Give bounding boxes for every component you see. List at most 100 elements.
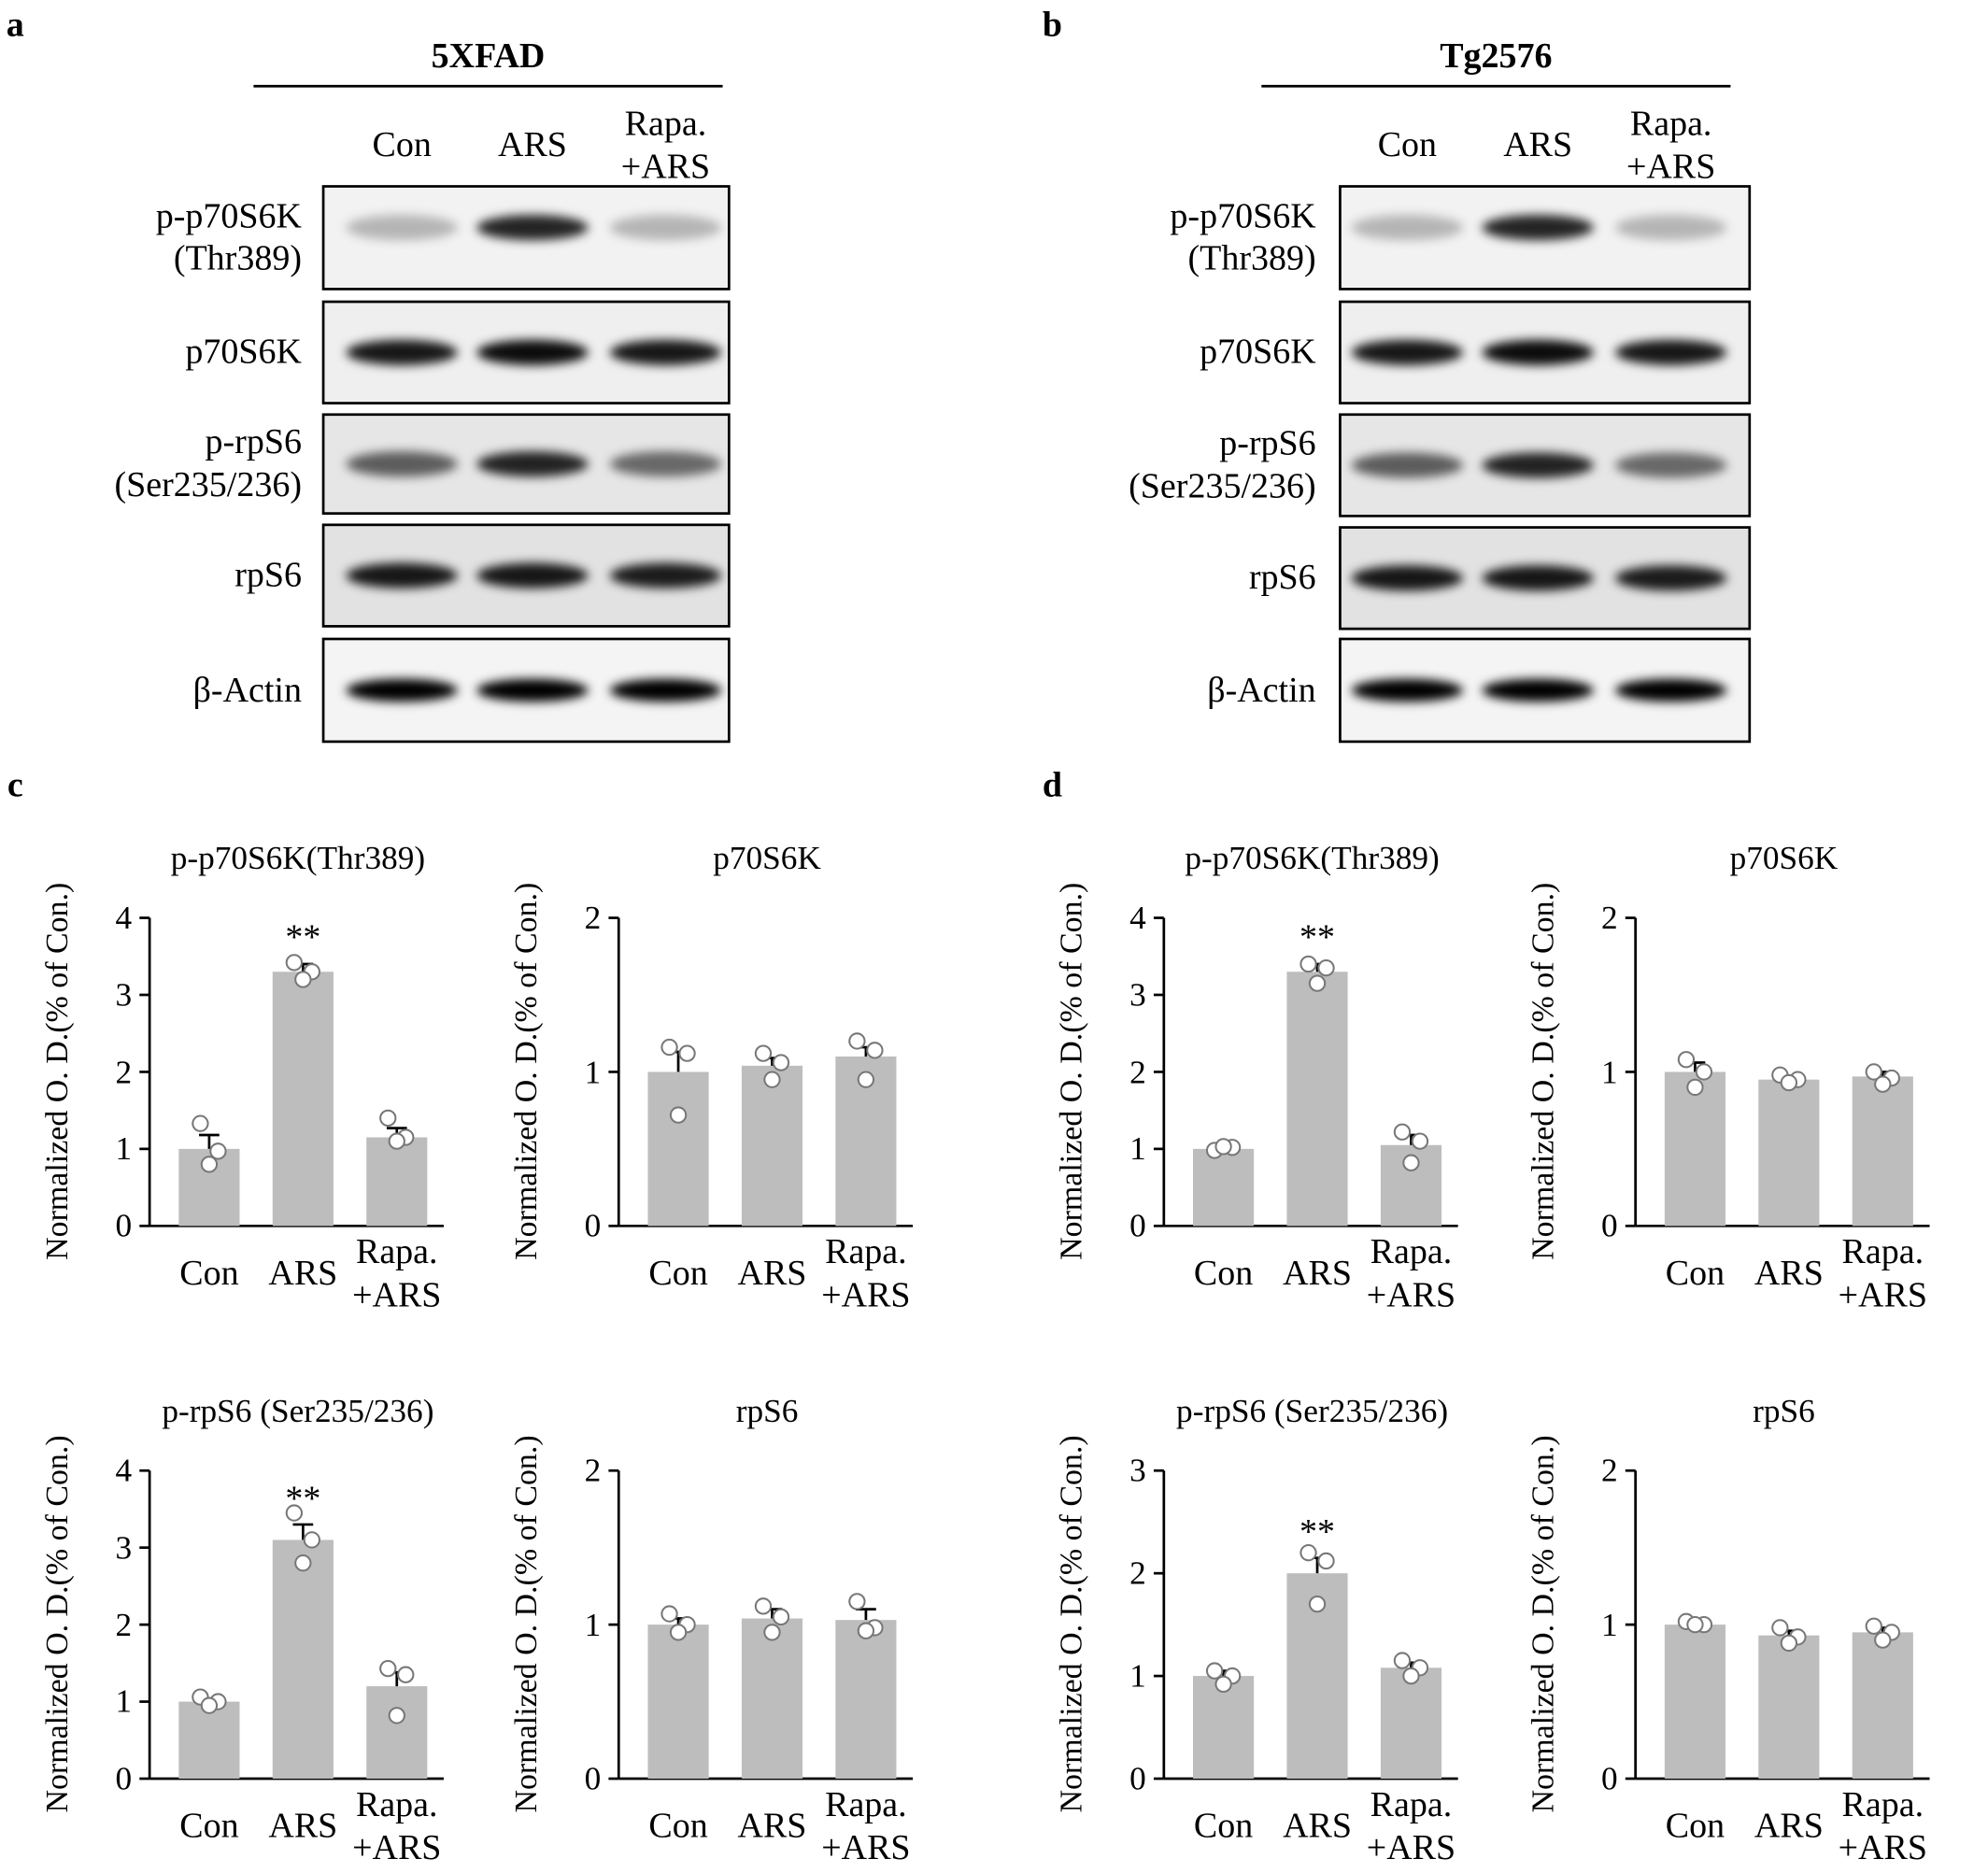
y-tick-label: 0 bbox=[1129, 1760, 1146, 1797]
blot-row-label: rpS6 bbox=[1248, 558, 1316, 598]
data-point bbox=[669, 1624, 688, 1641]
chart-title: p-p70S6K(Thr389) bbox=[170, 839, 426, 877]
blot-band bbox=[1351, 452, 1464, 478]
blot-row-label: β-Actin bbox=[1207, 670, 1316, 710]
data-point bbox=[1695, 1063, 1713, 1081]
data-point bbox=[857, 1071, 875, 1088]
blot-band bbox=[346, 215, 458, 241]
blot-row-label: p-rpS6 (Ser235/236) bbox=[1129, 423, 1316, 506]
data-point bbox=[200, 1696, 219, 1714]
blot-band bbox=[1351, 215, 1464, 241]
y-axis-label: Normalized O. D.(% of Con.) bbox=[1055, 1435, 1089, 1813]
data-point bbox=[192, 1114, 209, 1132]
error-bar bbox=[856, 1608, 876, 1621]
bar bbox=[1193, 1676, 1255, 1780]
blot-band bbox=[1614, 452, 1727, 478]
chart-title: p-p70S6K(Thr389) bbox=[1185, 839, 1440, 877]
data-point bbox=[388, 1132, 405, 1150]
panel-letter: a bbox=[6, 5, 24, 45]
blot-band bbox=[1351, 678, 1464, 702]
data-point bbox=[285, 954, 304, 972]
x-tick-label: Con bbox=[1193, 1807, 1254, 1847]
data-point bbox=[1308, 974, 1327, 992]
data-point bbox=[866, 1042, 884, 1059]
bar bbox=[366, 1137, 428, 1227]
blot-band bbox=[1482, 565, 1594, 591]
data-point bbox=[1686, 1078, 1704, 1097]
y-tick-label: 1 bbox=[115, 1682, 133, 1721]
chart-title: p-rpS6 (Ser235/236) bbox=[1176, 1392, 1449, 1430]
x-tick-label: ARS bbox=[268, 1254, 338, 1294]
blot-band bbox=[1482, 339, 1594, 365]
data-point bbox=[1402, 1667, 1420, 1685]
data-point bbox=[1686, 1615, 1704, 1634]
data-point bbox=[397, 1666, 415, 1683]
bar bbox=[1286, 972, 1348, 1227]
y-tick-label: 1 bbox=[584, 1053, 602, 1090]
data-point bbox=[1317, 958, 1335, 977]
panel-letter: b bbox=[1042, 5, 1062, 45]
blot-band bbox=[1351, 565, 1464, 591]
panel-letter: d bbox=[1042, 765, 1062, 806]
data-point bbox=[294, 1554, 312, 1572]
y-axis-label: Normalized O. D.(% of Con.) bbox=[1526, 882, 1561, 1260]
y-axis-label: Normalized O. D.(% of Con.) bbox=[40, 1435, 76, 1813]
bar bbox=[647, 1071, 709, 1227]
y-tick-label: 0 bbox=[115, 1207, 133, 1244]
data-point bbox=[379, 1659, 397, 1678]
y-tick-label: 2 bbox=[1601, 1452, 1618, 1489]
x-tick-label: Con bbox=[1665, 1254, 1725, 1294]
data-point bbox=[1874, 1631, 1892, 1649]
data-point bbox=[660, 1605, 678, 1623]
bar bbox=[1758, 1079, 1820, 1227]
data-point bbox=[772, 1608, 790, 1626]
bar bbox=[1758, 1635, 1820, 1780]
bar bbox=[1193, 1148, 1255, 1227]
y-tick-label: 2 bbox=[1129, 1053, 1146, 1090]
blot-band bbox=[609, 451, 722, 477]
data-point bbox=[857, 1622, 875, 1639]
data-point bbox=[285, 1504, 304, 1522]
bar bbox=[1380, 1667, 1442, 1780]
data-point bbox=[1317, 1552, 1335, 1570]
x-tick-label: ARS bbox=[268, 1807, 338, 1847]
y-tick-label: 3 bbox=[1129, 976, 1146, 1014]
data-point bbox=[772, 1054, 790, 1071]
data-point bbox=[1780, 1634, 1798, 1653]
chart-title: p-rpS6 (Ser235/236) bbox=[162, 1392, 434, 1430]
data-point bbox=[848, 1593, 866, 1610]
x-tick-label: Rapa. +ARS bbox=[1366, 1785, 1456, 1868]
bar bbox=[272, 1540, 334, 1780]
y-tick-label: 1 bbox=[1129, 1657, 1146, 1695]
data-point bbox=[763, 1071, 781, 1088]
blot-band bbox=[1614, 565, 1727, 591]
data-point bbox=[1780, 1073, 1798, 1092]
x-tick-label: Rapa. +ARS bbox=[821, 1232, 911, 1315]
blot-band bbox=[1614, 678, 1727, 702]
x-tick-label: Rapa. +ARS bbox=[1838, 1232, 1927, 1315]
bar bbox=[1664, 1071, 1726, 1227]
bar bbox=[1664, 1625, 1726, 1780]
significance-label: ** bbox=[285, 918, 321, 958]
lane-label: Con bbox=[1377, 125, 1438, 165]
x-tick-label: ARS bbox=[1283, 1254, 1352, 1294]
x-tick-label: Con bbox=[1193, 1254, 1254, 1294]
bar bbox=[647, 1625, 709, 1780]
chart-title: p70S6K bbox=[713, 839, 821, 877]
blot-band bbox=[1482, 678, 1594, 702]
data-point bbox=[1214, 1675, 1232, 1694]
x-tick-label: Rapa. +ARS bbox=[352, 1232, 442, 1315]
y-tick-label: 3 bbox=[115, 1528, 133, 1567]
y-tick-label: 2 bbox=[1129, 1554, 1146, 1592]
y-tick-label: 4 bbox=[115, 899, 133, 937]
blot-row-label: β-Actin bbox=[192, 670, 302, 710]
x-tick-label: ARS bbox=[737, 1254, 807, 1294]
x-tick-label: ARS bbox=[737, 1807, 807, 1847]
significance-label: ** bbox=[1299, 918, 1336, 958]
significance-label: ** bbox=[285, 1479, 321, 1519]
y-tick-label: 1 bbox=[1129, 1130, 1146, 1168]
x-tick-label: Con bbox=[1665, 1807, 1725, 1847]
x-tick-label: Rapa. +ARS bbox=[1366, 1232, 1456, 1315]
data-point bbox=[1308, 1595, 1327, 1613]
